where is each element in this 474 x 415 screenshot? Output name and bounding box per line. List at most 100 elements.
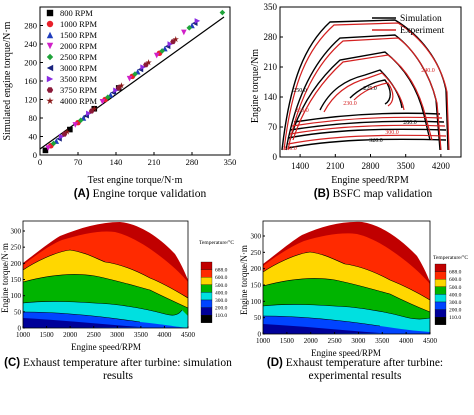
panel-a-legend-label: 2500 RPM (60, 52, 98, 62)
panel-a-legend-label: 800 RPM (60, 8, 93, 18)
panel-ytick-label: 50 (254, 314, 262, 322)
panel-b-xtick-label: 4200 (432, 161, 451, 171)
colorbar-swatch (434, 286, 447, 295)
panel-a-xtick-label: 280 (186, 157, 199, 167)
colorbar-level-label: 200.0 (215, 306, 228, 312)
colorbar-swatch (200, 299, 213, 308)
panel-b-ytick-label: 350 (264, 2, 278, 12)
panel-a-legend-marker (46, 42, 54, 50)
panel-d-ticks: 1000 1500 2000 2500 3000 3500 4000 4500 0 50 100 15… (251, 233, 438, 346)
panel-b-ylabel: Engine torque/Nm (250, 49, 261, 123)
panel-a-legend-marker (46, 31, 54, 39)
colorbar-swatch (434, 263, 447, 272)
panel-ytick-label: 300 (11, 228, 22, 236)
panel-b-bsfc-map: 240.0 225.0 230.0 250.0 260.0 280.0 300.0320.0… (250, 2, 462, 186)
panel-a-point (219, 9, 226, 16)
panel-b-contour-label: 225.0 (363, 86, 377, 92)
panel-xtick-label: 3000 (110, 331, 125, 339)
caption-b: (B) BSFC map validation (283, 188, 463, 201)
panel-ytick-label: 100 (251, 298, 262, 306)
panel-ytick-label: 100 (11, 292, 22, 300)
panel-a-legend-marker (46, 9, 54, 17)
panel-a-point (118, 82, 125, 89)
panel-ytick-label: 0 (18, 325, 22, 333)
panel-xtick-label: 2000 (304, 337, 319, 345)
panel-a-xlabel: Test engine torque/N·m (88, 175, 183, 186)
caption-c-text: Exhaust temperature after turbine: simul… (22, 357, 232, 382)
colorbar-swatch (200, 284, 213, 293)
panel-a-legend-label: 4000 RPM (60, 96, 98, 106)
panel-a-ytick-label: 40 (29, 132, 38, 142)
panel-a-point (77, 117, 84, 124)
colorbar-swatch (200, 307, 213, 316)
colorbar-level-label: 500.0 (449, 285, 462, 291)
panel-a-xtick-label: 0 (38, 157, 42, 167)
colorbar-level-label: 688.0 (215, 268, 228, 274)
panel-b-xtick-label: 2800 (362, 161, 381, 171)
panel-b-contour-label: 300.0 (385, 130, 399, 136)
colorbar-level-label: 688.0 (449, 270, 462, 276)
panel-b-contour-labels: 240.0 225.0 230.0 250.0 260.0 280.0 300.0320.0… (283, 68, 435, 152)
panel-xtick-label: 4000 (399, 337, 414, 345)
colorbar-level-label: 400.0 (449, 292, 462, 298)
colorbar-level-label: 500.0 (215, 283, 228, 289)
panel-xtick-label: 2000 (63, 331, 78, 339)
panel-a-point (186, 25, 193, 31)
panel-a-point (181, 29, 187, 36)
panel-d-colorbar-title: Temperature/°C (433, 254, 468, 261)
panel-ytick-label: 200 (251, 265, 262, 273)
panel-b-contour-label: 260.0 (295, 108, 309, 114)
caption-b-label: (B) (313, 188, 330, 200)
caption-a-label: (A) (73, 188, 90, 200)
panel-a-legend-marker (46, 53, 54, 61)
colorbar-swatch (200, 292, 213, 301)
panel-a-legend-marker (46, 97, 54, 105)
panel-a-ytick-label: 200 (24, 58, 37, 68)
panel-d-heatmap (262, 221, 431, 334)
panel-a-torque-scatter: 0 70 140 210 280 350 0 40 80 120 160 200 240 280 800 … (2, 6, 236, 186)
panel-b-xtick-label: 3500 (397, 161, 416, 171)
panel-b-contour-label: 250.0 (293, 88, 307, 94)
panel-c-xlabel: Engine speed/RPM (71, 342, 141, 352)
panel-a-point (86, 110, 92, 117)
panel-d-frame (262, 220, 431, 335)
panel-b-contour-label: 280.0 (403, 120, 417, 126)
panel-a-point (42, 147, 49, 154)
colorbar-level-label: 110.0 (215, 313, 227, 319)
colorbar-swatch (434, 294, 447, 303)
panel-a-point (194, 18, 201, 24)
panel-a-legend-marker (46, 87, 54, 93)
panel-xtick-label: 3500 (134, 331, 149, 339)
panel-ytick-label: 50 (14, 308, 22, 316)
panel-c-colorbar-title: Temperature/°C (199, 239, 234, 246)
colorbar-level-label: 400.0 (215, 290, 228, 296)
panel-b-ytick-label: 280 (264, 32, 278, 42)
caption-a-text: Engine torque validation (92, 188, 207, 200)
panel-a-legend-label: 3500 RPM (60, 74, 98, 84)
panel-a-ytick-label: 160 (24, 76, 37, 86)
panel-b-xtick-label: 1400 (291, 161, 310, 171)
panel-b-xtick-label: 2100 (326, 161, 345, 171)
panel-a-point (132, 71, 138, 77)
panel-a-point (145, 59, 152, 66)
panel-a-point (159, 48, 165, 54)
panel-a-point (167, 41, 174, 47)
panel-a-point (99, 99, 106, 105)
panel-a-legend-marker (46, 75, 54, 83)
colorbar-swatch (434, 309, 447, 318)
panel-a-legend-label: 1500 RPM (60, 30, 98, 40)
colorbar-level-label: 300.0 (215, 298, 228, 304)
panel-c-heatmap (22, 222, 189, 328)
panel-ytick-label: 0 (258, 331, 262, 339)
panel-b-xlabel: Engine speed/RPM (331, 175, 409, 186)
panel-a-point (113, 87, 119, 94)
panel-xtick-label: 2500 (328, 337, 343, 345)
panel-a-ytick-label: 0 (33, 150, 37, 160)
panel-xtick-label: 1500 (40, 331, 55, 339)
panel-b-ytick-label: 70 (268, 122, 278, 132)
panel-a-point (50, 140, 57, 147)
panel-a-point (67, 126, 73, 133)
panel-a-ytick-label: 280 (24, 21, 37, 31)
